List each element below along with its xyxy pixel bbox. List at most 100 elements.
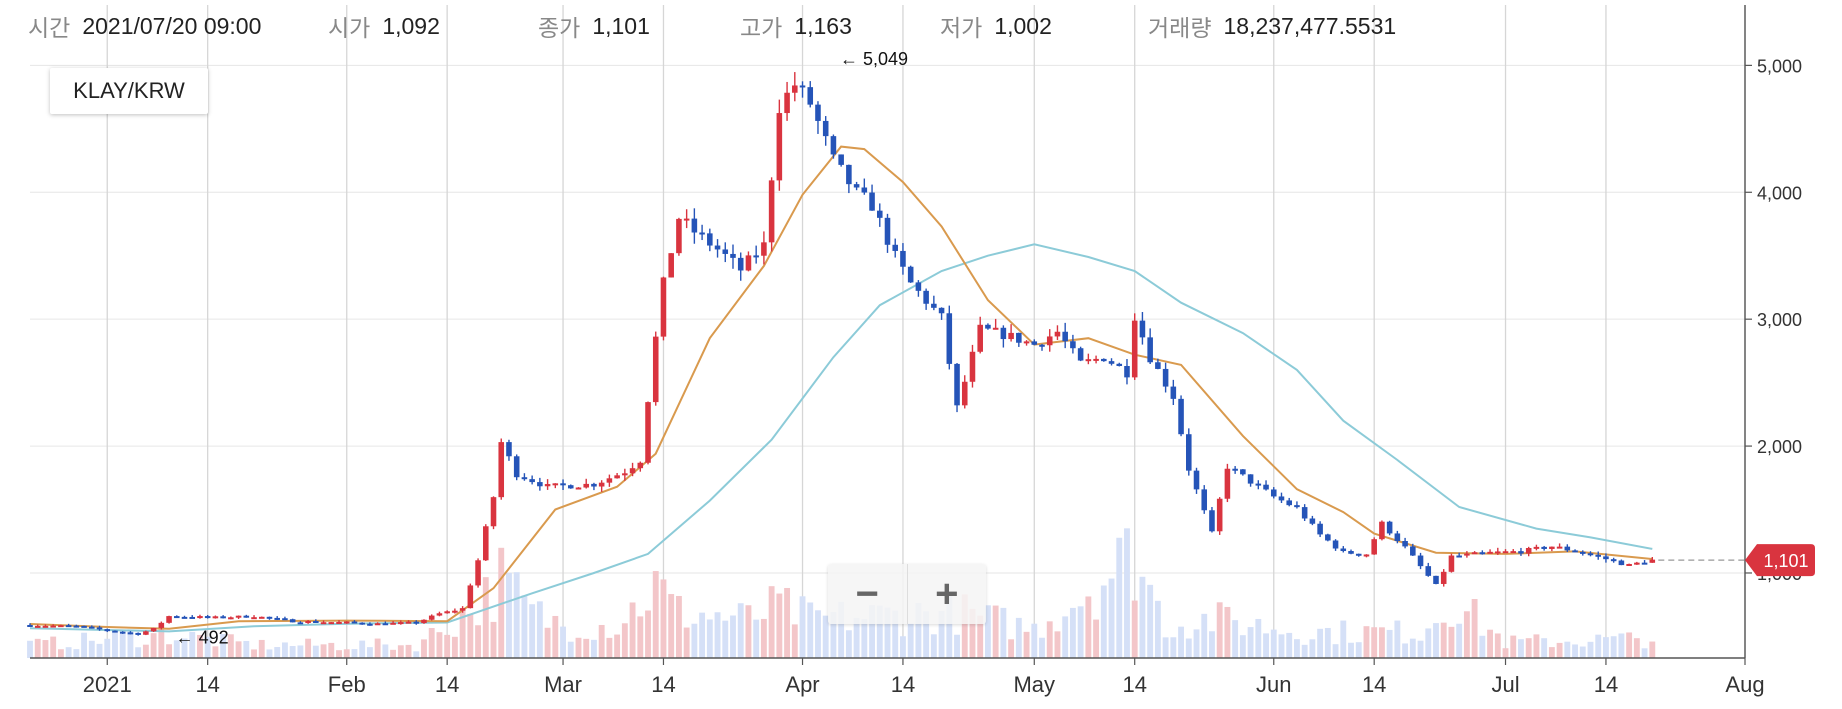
x-tick-label: 14 <box>1594 672 1618 697</box>
low-value: 1,002 <box>994 12 1052 39</box>
candle-body <box>1355 553 1362 556</box>
candle-body <box>506 442 512 457</box>
candle-body <box>768 180 775 243</box>
candle-body <box>761 242 767 256</box>
volume-bars <box>27 528 1656 658</box>
candle-body <box>676 218 682 254</box>
candle-body <box>1093 358 1099 361</box>
high-value: 1,163 <box>794 12 852 39</box>
volume-bar <box>1139 576 1146 658</box>
candle-body <box>189 616 196 619</box>
open-label: 시가 <box>328 15 371 41</box>
candle-body <box>467 585 474 609</box>
candle-body <box>652 336 659 403</box>
candle-body <box>1309 518 1316 524</box>
candle-body <box>1379 521 1385 540</box>
candle-body <box>1479 552 1486 555</box>
candle-body <box>907 266 914 283</box>
candle-body <box>1247 474 1254 484</box>
candle-body <box>900 250 906 267</box>
volume-bar <box>876 605 883 658</box>
volume-bar <box>366 647 373 658</box>
candle-body <box>336 621 342 624</box>
volume-bar <box>266 649 273 658</box>
volume-bar <box>776 593 783 658</box>
volume-bar <box>1440 622 1447 658</box>
zoom-in-button[interactable]: + <box>906 564 987 624</box>
candle-body <box>699 232 705 235</box>
volume-bar <box>382 644 389 658</box>
candle-body <box>691 218 698 233</box>
candle-body <box>1070 341 1076 349</box>
candle-body <box>297 622 304 625</box>
volume-bar <box>1201 613 1208 658</box>
volume-bar <box>845 630 852 658</box>
volume-bar <box>652 571 659 658</box>
candle-body <box>1363 554 1370 557</box>
volume-bar <box>791 624 798 658</box>
candle-body <box>645 402 651 463</box>
volume-bar <box>305 638 312 658</box>
candle-body <box>1518 551 1524 554</box>
volume-bar <box>1433 623 1439 658</box>
volume-bar <box>1077 606 1084 658</box>
volume-bar <box>1116 537 1123 658</box>
volume-bar <box>181 638 188 658</box>
candle-body <box>1549 546 1555 549</box>
candle-body <box>1085 359 1092 362</box>
volume-bar <box>1317 628 1324 658</box>
candle-body <box>1402 541 1408 547</box>
candle-body <box>892 244 899 251</box>
candle-body <box>977 324 983 352</box>
volume-bar <box>1301 644 1308 658</box>
candle-body <box>799 85 806 88</box>
volume-bar <box>946 593 953 658</box>
candle-body <box>1263 484 1269 490</box>
candle-body <box>1610 559 1617 562</box>
volume-bar <box>482 577 489 658</box>
volume-bar <box>645 610 651 658</box>
volume-bar <box>1278 634 1285 658</box>
candle-body <box>1603 556 1609 560</box>
volume-bar <box>421 639 427 658</box>
candle-body <box>915 282 922 291</box>
candle-body <box>784 92 790 114</box>
zoom-out-button[interactable]: − <box>855 571 879 616</box>
x-tick-label: May <box>1013 672 1055 697</box>
volume-bar <box>923 611 930 658</box>
candle-body <box>89 626 95 629</box>
volume-bar <box>1378 627 1385 658</box>
volume-bar <box>1239 635 1246 658</box>
volume-bar <box>490 621 497 658</box>
candle-body <box>173 616 180 619</box>
candle-body <box>96 627 103 630</box>
volume-bar <box>760 618 767 658</box>
volume-bar <box>1525 638 1532 658</box>
symbol-selector[interactable]: KLAY/KRW <box>50 68 208 114</box>
volume-bar <box>938 610 945 658</box>
volume-bar <box>683 627 690 658</box>
volume-bar <box>1463 611 1470 658</box>
volume-bar <box>390 649 397 658</box>
candle-body <box>367 623 373 626</box>
candle-body <box>1000 327 1007 340</box>
volume-bar <box>297 645 304 658</box>
volume-bar <box>88 640 95 658</box>
candle-body <box>1278 496 1285 501</box>
candle-body <box>1116 363 1123 367</box>
volume-bar <box>552 615 559 658</box>
candle-body <box>931 303 937 308</box>
candle-body <box>1216 498 1223 532</box>
candle-body <box>235 615 242 618</box>
volume-bar <box>830 612 837 658</box>
candle-body <box>954 363 960 406</box>
volume-bar <box>1572 644 1578 658</box>
volume-bar <box>251 649 257 658</box>
volume-bar <box>799 596 806 658</box>
volume-bar <box>521 595 528 658</box>
info-time: 시간 2021/07/20 09:00 <box>28 9 328 43</box>
volume-bar <box>1008 639 1015 658</box>
candle-body <box>753 255 759 258</box>
